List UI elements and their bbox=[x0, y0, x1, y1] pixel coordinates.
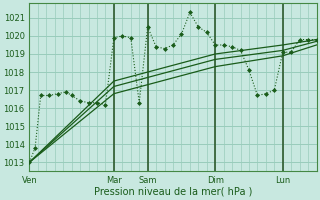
X-axis label: Pression niveau de la mer( hPa ): Pression niveau de la mer( hPa ) bbox=[94, 187, 252, 197]
